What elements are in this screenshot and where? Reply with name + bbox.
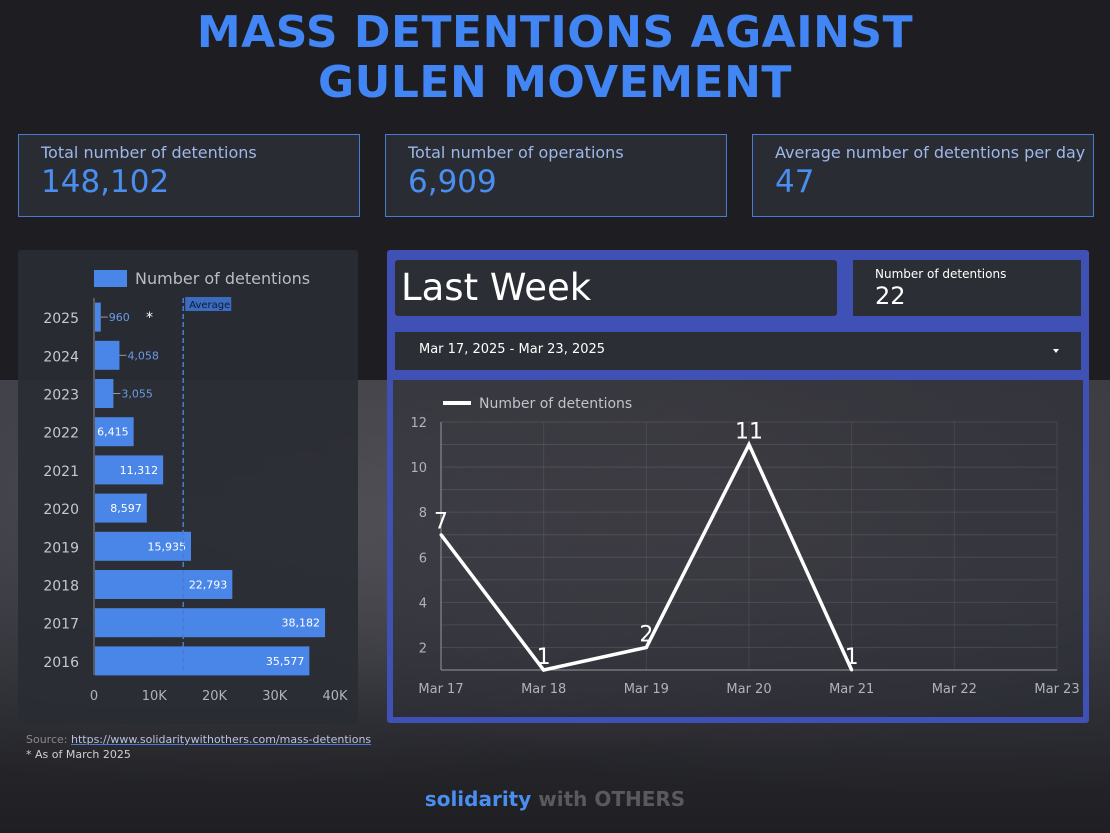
data-label: 35,577 [266,655,305,668]
kpi-total-operations: Total number of operations 6,909 [385,134,727,217]
y-tick-label: 4 [419,596,427,611]
x-tick-label: 40K [322,689,348,704]
data-point [747,443,751,447]
kpi-value: 6,909 [408,164,497,200]
category-label: 2017 [43,617,79,633]
data-label: 11,312 [120,464,159,477]
category-label: 2021 [43,464,79,480]
data-point [542,668,546,672]
source-link[interactable]: https://www.solidaritywithothers.com/mas… [71,733,372,746]
kpi-average-per-day: Average number of detentions per day 47 [752,134,1094,217]
category-label: 2024 [43,349,79,365]
x-tick-label: 0 [90,689,98,704]
kpi-value: 22 [875,282,906,310]
category-label: 2019 [43,540,79,556]
kpi-label: Number of detentions [875,267,1007,281]
y-tick-label: 12 [410,416,427,431]
kpi-value: 148,102 [41,164,170,200]
bar [95,570,233,599]
data-label: 7 [434,510,448,535]
data-label: 8,597 [110,502,142,515]
x-tick-label: 10K [142,689,168,704]
bar [95,302,101,332]
page-title: MASS DETENTIONS AGAINST GULEN MOVEMENT [0,8,1110,108]
x-tick-label: Mar 17 [418,682,463,697]
legend-label: Number of detentions [135,269,310,288]
page-title-line2: GULEN MOVEMENT [318,57,792,108]
kpi-label: Total number of detentions [41,143,257,162]
bar [95,646,310,676]
data-label: 6,415 [97,426,129,439]
brand-part2: with OTHERS [538,787,686,811]
data-label: 22,793 [189,579,228,592]
average-label-bg [185,297,232,311]
category-label: 2025 [43,311,79,327]
date-range-value: Mar 17, 2025 - Mar 23, 2025 [419,342,606,357]
bar [95,531,192,561]
brand-logo: solidarity with OTHERS [0,785,1110,813]
x-tick-label: Mar 23 [1034,682,1079,697]
x-tick-label: Mar 19 [624,682,669,697]
category-label: 2020 [43,502,79,518]
kpi-label: Average number of detentions per day [775,143,1086,162]
bar [95,493,147,523]
data-label: 1 [537,645,551,670]
data-label: 3,055 [121,388,153,401]
brand-part1: solidarity [424,787,532,811]
x-tick-label: Mar 21 [829,682,874,697]
bar [95,340,120,370]
annotation-asterisk: * [146,310,153,326]
date-range-select[interactable]: Mar 17, 2025 - Mar 23, 2025 [395,332,1081,370]
bar-chart-svg: Number of detentions 2025 960 2024 4,058 2023… [43,269,348,704]
x-tick-label: Mar 22 [932,682,977,697]
bar [95,608,326,638]
category-label: 2022 [43,426,79,442]
daily-detentions-chart: Number of detentions 2 4 6 8 10 12 Mar 17 Mar 18… [393,380,1083,717]
y-tick-label: 2 [419,641,427,656]
bar [95,417,134,447]
x-tick-label: 30K [262,689,288,704]
bar [95,379,114,408]
page-title-line1: MASS DETENTIONS AGAINST [196,7,914,58]
y-tick-label: 6 [419,551,427,566]
y-tick-label: 8 [419,506,427,521]
category-label: 2023 [43,388,79,404]
as-of-note: * As of March 2025 [26,748,131,761]
average-label: Average [189,300,230,311]
category-label: 2016 [43,655,79,671]
bar [95,455,164,485]
x-tick-label: Mar 20 [726,682,771,697]
data-label: 11 [735,420,763,445]
y-tick-label: 10 [410,461,427,476]
last-week-kpi: Number of detentions 22 [853,260,1081,316]
data-label: 15,935 [148,540,187,553]
data-label: 4,058 [127,349,159,362]
data-label: 960 [109,311,130,324]
yearly-detentions-chart: Number of detentions 2025 960 2024 4,058 2023… [18,250,358,724]
kpi-label: Total number of operations [408,143,624,162]
kpi-total-detentions: Total number of detentions 148,102 [18,134,360,217]
source-prefix: Source: [26,733,68,746]
data-point [439,533,443,537]
data-point [850,668,854,672]
last-week-panel: Last Week Number of detentions 22 Mar 17… [387,250,1089,723]
data-label: 38,182 [282,617,321,630]
legend-label: Number of detentions [479,396,632,412]
last-week-title: Last Week [395,260,837,316]
data-label: 1 [845,645,859,670]
category-label: 2018 [43,579,79,595]
x-tick-label: Mar 18 [521,682,566,697]
source-note: Source: https://www.solidaritywithothers… [26,732,371,762]
data-point [644,645,648,649]
data-label: 2 [639,622,653,647]
chevron-down-icon[interactable] [1053,349,1059,353]
legend-swatch [94,270,127,287]
x-tick-label: 20K [202,689,228,704]
kpi-value: 47 [775,164,815,200]
